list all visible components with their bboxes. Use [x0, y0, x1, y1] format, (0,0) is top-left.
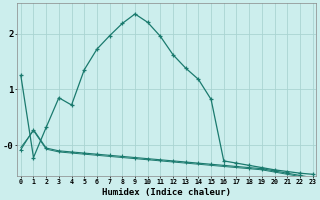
X-axis label: Humidex (Indice chaleur): Humidex (Indice chaleur)	[102, 188, 231, 197]
